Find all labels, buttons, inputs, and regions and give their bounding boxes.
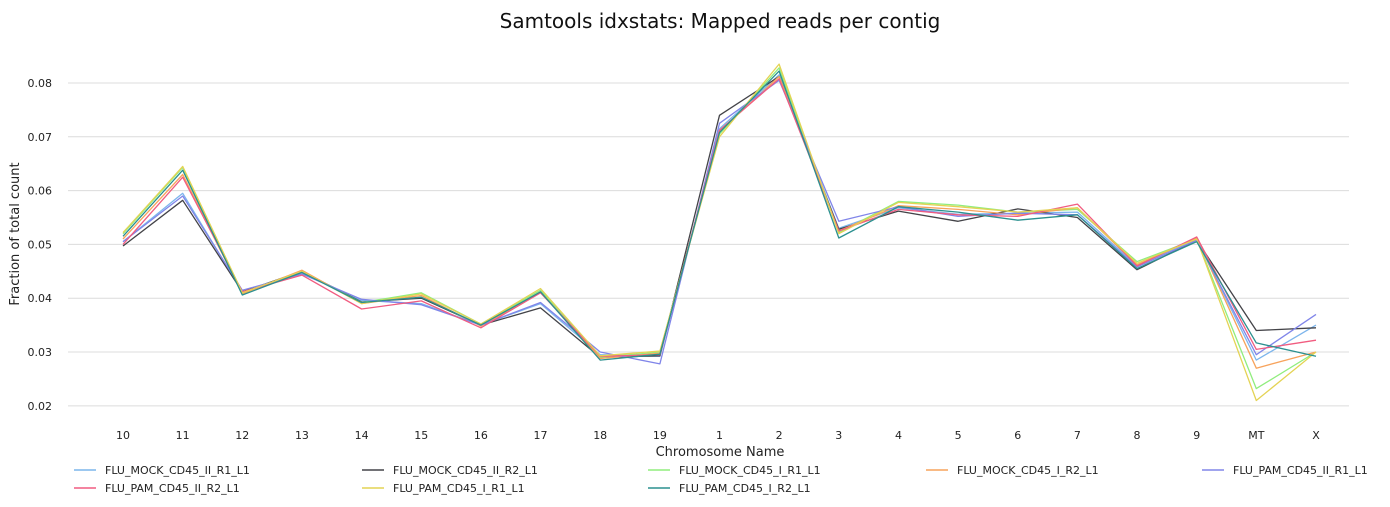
x-axis-title: Chromosome Name bbox=[656, 445, 785, 460]
x-tick-label: 1 bbox=[716, 429, 723, 442]
y-tick-label: 0.03 bbox=[28, 346, 53, 359]
legend: FLU_MOCK_CD45_II_R1_L1 FLU_MOCK_CD45_II_R… bbox=[74, 464, 1368, 495]
x-tick-label: 10 bbox=[116, 429, 130, 442]
series-lines bbox=[122, 63, 1317, 402]
series-line[interactable] bbox=[122, 79, 1317, 365]
y-tick-label: 0.02 bbox=[28, 400, 53, 413]
y-axis-ticks: 0.02 0.03 0.04 0.05 0.06 0.07 0.08 bbox=[28, 77, 53, 413]
x-axis-ticks: 10 11 12 13 14 15 16 17 18 19 1 2 3 4 5 6 7 8 9 MT X bbox=[116, 429, 1320, 442]
y-tick-label: 0.07 bbox=[28, 131, 53, 144]
x-tick-label: 17 bbox=[534, 429, 548, 442]
legend-label: FLU_PAM_CD45_II_R1_L1 bbox=[1233, 464, 1368, 477]
x-tick-label: 12 bbox=[235, 429, 249, 442]
x-tick-label: 3 bbox=[835, 429, 842, 442]
x-tick-label: 19 bbox=[653, 429, 667, 442]
legend-item[interactable]: FLU_PAM_CD45_I_R2_L1 bbox=[648, 482, 811, 495]
y-gridlines bbox=[68, 82, 1349, 407]
legend-item[interactable]: FLU_MOCK_CD45_I_R1_L1 bbox=[648, 464, 821, 477]
legend-item[interactable]: FLU_MOCK_CD45_II_R1_L1 bbox=[74, 464, 250, 477]
series-line[interactable] bbox=[122, 75, 1317, 369]
legend-label: FLU_MOCK_CD45_I_R2_L1 bbox=[957, 464, 1099, 477]
x-tick-label: 14 bbox=[355, 429, 369, 442]
legend-item[interactable]: FLU_PAM_CD45_II_R2_L1 bbox=[74, 482, 240, 495]
x-tick-label: 13 bbox=[295, 429, 309, 442]
legend-label: FLU_MOCK_CD45_I_R1_L1 bbox=[679, 464, 821, 477]
x-tick-label: 16 bbox=[474, 429, 488, 442]
x-tick-label: 18 bbox=[593, 429, 607, 442]
y-tick-label: 0.06 bbox=[28, 185, 53, 198]
legend-item[interactable]: FLU_MOCK_CD45_II_R2_L1 bbox=[362, 464, 538, 477]
legend-label: FLU_MOCK_CD45_II_R1_L1 bbox=[105, 464, 250, 477]
legend-label: FLU_PAM_CD45_I_R1_L1 bbox=[393, 482, 525, 495]
legend-item[interactable]: FLU_PAM_CD45_II_R1_L1 bbox=[1202, 464, 1368, 477]
legend-item[interactable]: FLU_PAM_CD45_I_R1_L1 bbox=[362, 482, 525, 495]
legend-label: FLU_MOCK_CD45_II_R2_L1 bbox=[393, 464, 538, 477]
x-tick-label: 4 bbox=[895, 429, 902, 442]
x-tick-label: 8 bbox=[1134, 429, 1141, 442]
series-line[interactable] bbox=[122, 75, 1317, 359]
y-axis-title: Fraction of total count bbox=[8, 162, 23, 305]
x-tick-label: 2 bbox=[776, 429, 783, 442]
legend-label: FLU_PAM_CD45_II_R2_L1 bbox=[105, 482, 240, 495]
y-tick-label: 0.04 bbox=[28, 292, 53, 305]
series-line[interactable] bbox=[122, 78, 1317, 357]
x-tick-label: X bbox=[1312, 429, 1320, 442]
x-tick-label: 7 bbox=[1074, 429, 1081, 442]
x-tick-label: 6 bbox=[1014, 429, 1021, 442]
legend-item[interactable]: FLU_MOCK_CD45_I_R2_L1 bbox=[926, 464, 1099, 477]
series-line[interactable] bbox=[122, 70, 1317, 361]
legend-label: FLU_PAM_CD45_I_R2_L1 bbox=[679, 482, 811, 495]
chart-title: Samtools idxstats: Mapped reads per cont… bbox=[500, 9, 941, 33]
x-tick-label: MT bbox=[1248, 429, 1264, 442]
y-tick-label: 0.05 bbox=[28, 238, 53, 251]
y-tick-label: 0.08 bbox=[28, 77, 53, 90]
x-tick-label: 11 bbox=[176, 429, 190, 442]
x-tick-label: 15 bbox=[414, 429, 428, 442]
x-tick-label: 9 bbox=[1193, 429, 1200, 442]
x-tick-label: 5 bbox=[955, 429, 962, 442]
